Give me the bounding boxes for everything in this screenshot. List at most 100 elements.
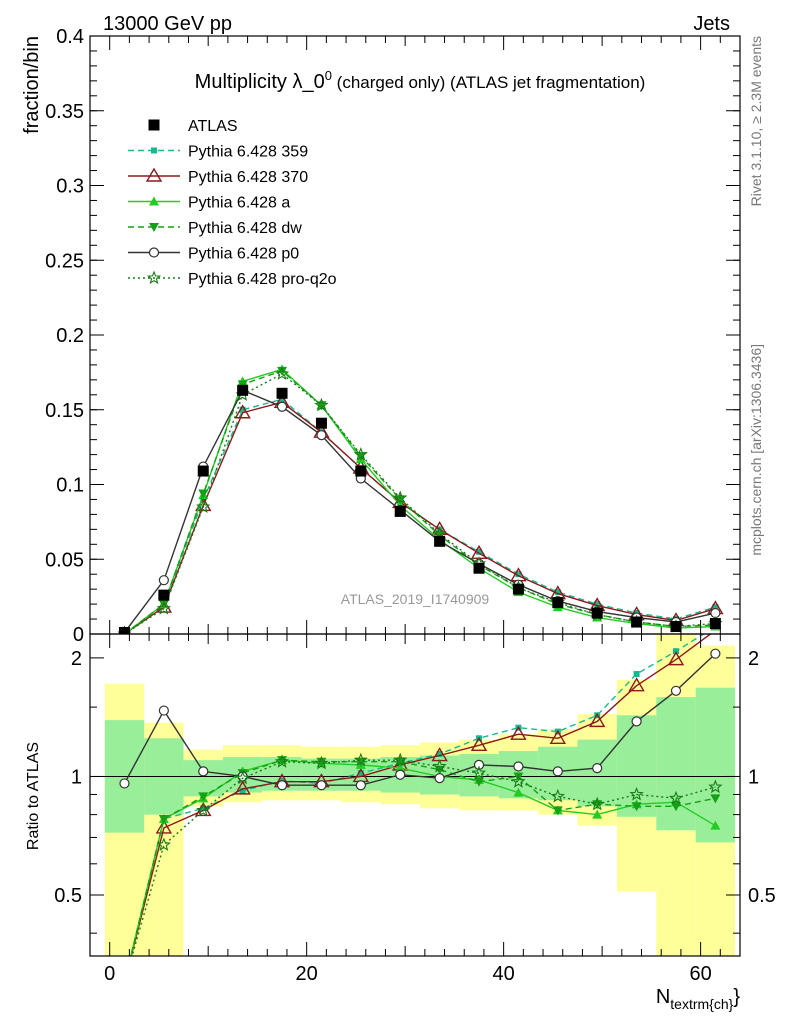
ratio-series-point — [550, 788, 565, 803]
ratio-series-point — [355, 780, 366, 791]
legend-label: Pythia 6.428 dw — [188, 220, 302, 237]
ratio-series-point — [708, 779, 723, 794]
data-point — [434, 535, 446, 547]
ratio-tick-label: 1 — [71, 766, 82, 788]
x-axis-label-sub: textrm{ch} — [670, 996, 733, 1012]
legend-entry: Pythia 6.428 pro-q2o — [128, 270, 337, 288]
ratio-series-point — [592, 763, 603, 774]
ratio-series-line — [130, 759, 716, 956]
data-point — [237, 384, 249, 396]
x-tick-label: 0 — [104, 963, 115, 985]
ratio-series-point — [631, 716, 642, 727]
main-series-point — [314, 397, 329, 412]
legend-marker — [146, 270, 162, 285]
x-tick-label: 40 — [493, 963, 515, 985]
main-series-point — [316, 430, 327, 441]
data-point — [315, 417, 327, 429]
x-axis-label-main: N — [656, 986, 670, 1008]
legend-entry: Pythia 6.428 p0 — [128, 246, 299, 263]
main-series-point — [353, 447, 368, 461]
main-series-point — [712, 604, 719, 611]
ratio-series-point — [710, 648, 721, 659]
ratio-series-point — [196, 802, 211, 817]
main-series-line — [124, 370, 716, 634]
ratio-series-point — [239, 787, 246, 794]
main-series-point — [239, 406, 246, 413]
ratio-series-point — [119, 778, 130, 789]
ratio-series-point — [474, 777, 485, 787]
legend-marker — [148, 119, 160, 131]
y-tick-label: 0.35 — [45, 101, 84, 123]
header-left: 13000 GeV pp — [103, 13, 232, 35]
band-inner-bin — [183, 760, 223, 797]
data-point — [591, 607, 603, 619]
ratio-series-point — [158, 814, 169, 824]
axes: 00.050.10.150.20.250.30.350.40 20 40 600.5 0… — [45, 26, 776, 985]
header-right: Jets — [693, 13, 730, 35]
legend-entry: Pythia 6.428 359 — [128, 144, 308, 161]
ratio-series-point — [513, 787, 524, 797]
ratio-series-point — [510, 725, 527, 740]
ratio-series-point — [314, 755, 329, 770]
legend-label: ATLAS — [188, 118, 238, 135]
y-tick-label: 0.1 — [56, 475, 84, 497]
y-tick-label: 0 — [73, 624, 84, 646]
ratio-series-point — [357, 770, 364, 777]
ratio-series-point — [628, 677, 645, 692]
ratio-series-point — [235, 770, 250, 785]
data-point — [670, 621, 682, 633]
x-tick-label: 20 — [296, 963, 318, 985]
ratio-series-line — [130, 759, 716, 956]
ratio-series-point — [667, 651, 685, 666]
ratio-series-point — [552, 766, 563, 777]
y-tick-label: 0.25 — [45, 250, 84, 272]
legend-entry: Pythia 6.428 370 — [128, 167, 308, 186]
ratio-series-point — [668, 790, 684, 805]
chart-title-main: Multiplicity λ_0 — [195, 71, 325, 93]
side-label-rivet: Rivet 3.1.10, ≥ 2.3M events — [748, 36, 764, 206]
data-point — [473, 562, 485, 574]
main-series-point — [515, 571, 522, 578]
ratio-series-point — [395, 763, 406, 773]
data-point — [355, 465, 367, 477]
ratio-axis-label: Ratio to ATLAS — [25, 742, 42, 850]
ratio-series-point — [592, 809, 603, 819]
ratio-series-point — [588, 712, 606, 728]
ratio-series-point — [470, 736, 488, 751]
ratio-series-point — [156, 837, 172, 852]
ratio-series-point — [195, 802, 212, 817]
ratio-series-line — [130, 634, 712, 956]
main-series-line — [123, 389, 716, 633]
data-point — [631, 616, 643, 628]
main-series-point — [158, 600, 169, 610]
legend-marker — [145, 167, 163, 182]
ratio-series-point — [631, 802, 642, 812]
x-axis-label-close: } — [733, 986, 740, 1008]
y-tick-label: 0.05 — [45, 549, 84, 571]
ratio-series-point — [395, 769, 406, 780]
ratio-series-point — [353, 752, 368, 767]
main-series-point — [276, 401, 288, 412]
ratio-series-point — [158, 705, 169, 716]
ratio-series-point — [633, 671, 640, 678]
ratio-series-point — [549, 729, 567, 744]
ratio-series-point — [198, 792, 209, 802]
data-point — [118, 627, 130, 634]
y-tick-label: 0.2 — [56, 325, 84, 347]
ratio-series-point — [511, 774, 526, 788]
analysis-id-label: ATLAS_2019_I1740909 — [341, 591, 490, 607]
main-series-point — [158, 575, 169, 586]
main-series-line — [124, 401, 716, 634]
ratio-tick-label-right: 1 — [748, 766, 759, 788]
data-point — [158, 589, 170, 601]
ratio-series-point — [672, 648, 679, 655]
ratio-plot-series — [90, 634, 740, 956]
ratio-series-point — [434, 773, 445, 784]
main-series-point — [198, 489, 209, 499]
main-series-point — [476, 548, 483, 555]
main-series-point — [274, 366, 290, 380]
ratio-series-line — [123, 653, 716, 786]
y-tick-label: 0.15 — [45, 400, 84, 422]
data-point — [709, 618, 721, 630]
